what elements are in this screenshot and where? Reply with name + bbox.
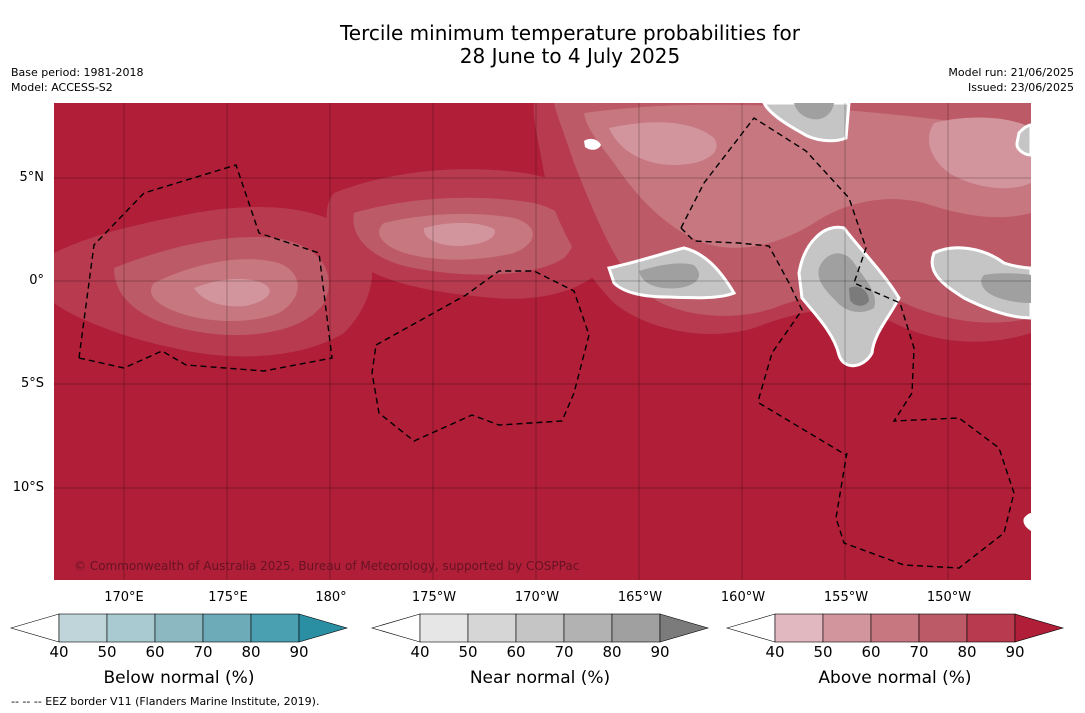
cb-below-title: Below normal (%) [103,668,255,688]
eez-borders [78,117,1015,569]
near-normal-dateline-core [639,263,699,289]
near-normal-equator-core [849,286,869,306]
cb-below-70 [202,613,252,643]
title-line-2: 28 June to 4 July 2025 [459,44,681,68]
cb-above-60 [870,613,920,643]
cb-below-80 [250,613,300,643]
colorbar-below-normal [9,613,349,643]
eez-border-kiribati-line [680,117,1015,569]
cb-near-tick-90: 90 [650,643,670,661]
title-line-1: Tercile minimum temperature probabilitie… [339,21,801,45]
cb-above-title: Above normal (%) [818,668,972,688]
cb-above-40 [774,613,824,643]
cb-below-60 [154,613,204,643]
cb-below-tick-50: 50 [97,643,117,661]
cb-above-80 [966,613,1016,643]
map-title: Tercile minimum temperature probabilitie… [0,22,1085,68]
cb-above-tick-50: 50 [813,643,833,661]
near-normal-east-core [981,273,1031,303]
eez-border-tokelau [371,270,590,442]
cb-near-lower [370,613,421,643]
cb-near-tick-60: 60 [506,643,526,661]
lat-label-10s: 10°S [12,480,44,495]
cb-below-lower [9,613,60,643]
near-normal-spot-2 [1023,513,1031,531]
lat-label-5n: 5°N [19,170,45,185]
cb-below-upper [298,613,349,643]
cb-above-tick-70: 70 [909,643,929,661]
lon-label-150w: 150°W [926,590,972,605]
issued-date: Issued: 23/06/2025 [967,81,1074,94]
eez-border-mid [680,227,847,456]
cb-below-tick-40: 40 [49,643,69,661]
lon-label-175w: 175°W [411,590,457,605]
near-normal-small-ne [1015,123,1031,157]
cb-near-40 [419,613,469,643]
cb-below-tick-90: 90 [289,643,309,661]
cb-near-tick-70: 70 [554,643,574,661]
cb-above-tick-40: 40 [765,643,785,661]
lon-label-165w: 165°W [617,590,663,605]
copyright-notice: © Commonwealth of Australia 2025, Bureau… [74,559,579,573]
eez-footnote: -- -- -- EEZ border V11 (Flanders Marine… [11,695,320,708]
model-name: Model: ACCESS-S2 [11,81,113,94]
cb-below-50 [106,613,156,643]
cb-above-tick-90: 90 [1005,643,1025,661]
cb-near-upper [659,613,710,643]
cb-near-tick-40: 40 [410,643,430,661]
lon-label-155w: 155°W [823,590,869,605]
cb-near-tick-50: 50 [458,643,478,661]
lon-label-180: 180° [315,590,347,605]
cb-below-tick-60: 60 [145,643,165,661]
contour-above-50-east [609,122,717,165]
cb-below-tick-80: 80 [241,643,261,661]
contour-above-50-east-2 [929,117,1031,189]
cb-above-upper [1014,613,1065,643]
cb-near-60 [515,613,565,643]
colorbar-near-normal [370,613,710,643]
lat-label-0: 0° [29,273,44,288]
graticule [54,103,1031,580]
cb-near-50 [467,613,517,643]
lon-label-170e: 170°E [104,590,144,605]
probability-map: © Commonwealth of Australia 2025, Bureau… [54,103,1031,580]
lon-label-160w: 160°W [720,590,766,605]
cb-near-80 [611,613,661,643]
near-normal-spot-1 [584,138,601,150]
meta-right: Model run: 21/06/2025 Issued: 23/06/2025 [948,65,1074,95]
cb-above-tick-80: 80 [957,643,977,661]
cb-below-40 [58,613,108,643]
cb-above-50 [822,613,872,643]
cb-above-lower [725,613,776,643]
colorbar-above-normal [725,613,1065,643]
cb-below-tick-70: 70 [193,643,213,661]
lon-label-175e: 175°E [208,590,248,605]
model-run: Model run: 21/06/2025 [948,66,1074,79]
lat-label-5s: 5°S [20,376,44,391]
cb-near-tick-80: 80 [602,643,622,661]
base-period: Base period: 1981-2018 [11,66,144,79]
cb-near-70 [563,613,613,643]
eez-border-tuvalu [78,164,333,372]
cb-above-70 [918,613,968,643]
meta-left: Base period: 1981-2018 Model: ACCESS-S2 [11,65,143,95]
cb-near-title: Near normal (%) [469,668,611,688]
lon-label-170w: 170°W [514,590,560,605]
contour-above-50-central [423,222,495,246]
contour-above-50-west [194,278,270,307]
near-normal-north-core [794,103,834,120]
cb-above-tick-60: 60 [861,643,881,661]
colorbars [9,613,1065,643]
